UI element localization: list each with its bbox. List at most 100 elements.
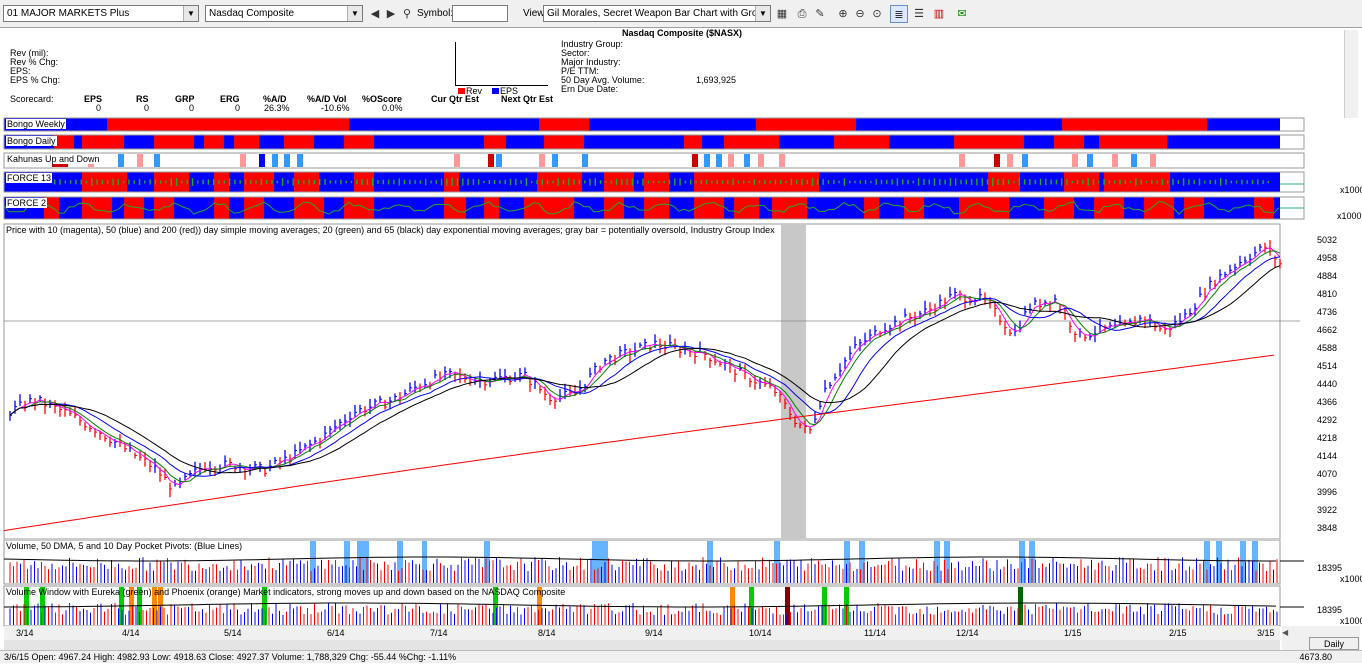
- score-header-oscore: %OScore: [362, 94, 403, 104]
- pocket-pivot-bar: [484, 541, 490, 583]
- force13-bar: [218, 180, 220, 184]
- force13-bar: [1018, 178, 1020, 186]
- force13-bar: [398, 178, 400, 186]
- bar-view-icon[interactable]: ≣: [890, 5, 908, 23]
- mini-chart-baseline: [455, 85, 548, 86]
- force13-bar: [493, 179, 496, 185]
- indicator-bands: [3, 117, 1305, 220]
- price-axis-label: 4218: [1317, 432, 1338, 443]
- binoculars-icon[interactable]: ⚲: [402, 8, 412, 20]
- force13-bar: [1167, 180, 1169, 184]
- force13-bar: [1108, 180, 1111, 184]
- force13-bar: [1151, 179, 1153, 185]
- horizontal-scrollbar[interactable]: [4, 640, 1280, 650]
- symbol-select[interactable]: Nasdaq Composite ▼: [205, 5, 363, 22]
- price-axis-label: 4958: [1317, 253, 1338, 264]
- market-indicator-bar: [1018, 587, 1023, 625]
- force2-segment: [484, 197, 499, 219]
- force13-bar: [955, 178, 957, 186]
- bongo-weekly-segment: [107, 118, 349, 131]
- force13-bar: [1267, 180, 1270, 184]
- force13-bar: [472, 179, 475, 185]
- market-indicator-bar: [158, 587, 163, 625]
- force13-bar: [758, 180, 761, 184]
- force2-segment: [694, 197, 724, 219]
- force2-segment: [82, 197, 112, 219]
- force13-bar: [292, 178, 294, 186]
- kahunas-signal: [552, 154, 558, 167]
- kahunas-frame: [3, 152, 1305, 169]
- edit-icon[interactable]: ✎: [815, 8, 825, 20]
- daily-button[interactable]: Daily: [1309, 637, 1359, 650]
- force13-bar: [1023, 179, 1026, 185]
- force13-bar: [297, 179, 300, 185]
- scroll-left-icon[interactable]: ◀: [1282, 628, 1289, 637]
- force2-segment: [124, 197, 144, 219]
- force13-bar: [721, 180, 724, 184]
- price-axis-label: 3848: [1317, 522, 1338, 533]
- force13-segment: [82, 172, 127, 192]
- score-value-grp: 0: [189, 103, 195, 113]
- force2-segment: [444, 197, 466, 219]
- bongo-weekly-label: Bongo Weekly: [6, 119, 66, 129]
- price-axis-label: 4440: [1317, 379, 1338, 389]
- force13-bar: [319, 178, 321, 186]
- list-select[interactable]: 01 MAJOR MARKETS Plus ▼: [3, 5, 199, 22]
- info-scrollbar[interactable]: [1344, 30, 1358, 118]
- chart-type-icon[interactable]: ▦: [776, 8, 788, 20]
- rev-chg-label: Rev % Chg:: [10, 57, 59, 67]
- force13-bar: [1220, 178, 1222, 186]
- force13-bar: [456, 178, 459, 186]
- force13-bar: [663, 180, 665, 184]
- date-axis-label: 12/14: [956, 628, 979, 638]
- force13-bar: [1114, 180, 1116, 184]
- pocket-pivot-bar: [310, 541, 316, 583]
- ema65-black: [9, 265, 1281, 474]
- zoom-out-icon[interactable]: ⊖: [855, 8, 865, 20]
- zoom-reset-icon[interactable]: ⊙: [872, 8, 882, 20]
- price-axis-label: 4884: [1317, 271, 1338, 282]
- symbol-input[interactable]: [452, 5, 508, 22]
- print-icon[interactable]: ⎙: [797, 8, 807, 20]
- kahunas-signal: [297, 154, 303, 167]
- force13-bar: [356, 179, 358, 185]
- list-view-icon[interactable]: ☰: [914, 8, 924, 20]
- next-icon[interactable]: ▶: [386, 8, 396, 20]
- force2-segment: [904, 197, 924, 219]
- force13-bar: [138, 178, 141, 186]
- date-axis-label: 10/14: [749, 628, 772, 638]
- kahunas-signal: [1007, 154, 1013, 167]
- force13-bar: [695, 180, 697, 184]
- pocket-pivot-bar: [397, 541, 403, 583]
- force13-bar: [1029, 179, 1031, 185]
- market-indicator-bar: [537, 587, 542, 625]
- bongo-daily-segment: [1054, 135, 1084, 149]
- score-header-grp: GRP: [175, 94, 195, 104]
- force2-unit: x1000: [1337, 211, 1362, 221]
- bongo-daily-segment: [724, 135, 779, 149]
- force13-bar: [175, 178, 178, 186]
- force2-segment: [959, 197, 1009, 219]
- kahunas-signal: [52, 163, 68, 167]
- force13-bar: [668, 179, 671, 185]
- legend-rev: Rev: [466, 86, 483, 96]
- force13-bar: [382, 179, 384, 185]
- force13-bar: [133, 180, 135, 184]
- force13-bar: [197, 180, 199, 184]
- prev-icon[interactable]: ◀: [370, 8, 380, 20]
- kahunas-signal: [716, 154, 722, 167]
- force13-bar: [1071, 180, 1073, 184]
- legend-eps-swatch: [492, 88, 499, 94]
- force2-segment: [1254, 197, 1274, 219]
- zoom-in-icon[interactable]: ⊕: [838, 8, 848, 20]
- view-select[interactable]: Gil Morales, Secret Weapon Bar Chart wit…: [543, 5, 771, 22]
- force13-bar: [557, 178, 559, 186]
- indicator-icon[interactable]: ▥: [933, 8, 945, 20]
- score-value-ad: 26.3%: [264, 103, 290, 113]
- force13-bar: [107, 180, 109, 184]
- alert-icon[interactable]: ✉: [957, 8, 967, 20]
- force2-segment: [1144, 197, 1174, 219]
- force13-bar: [965, 179, 967, 185]
- force13-bar: [610, 180, 612, 184]
- force13-bar: [562, 179, 565, 185]
